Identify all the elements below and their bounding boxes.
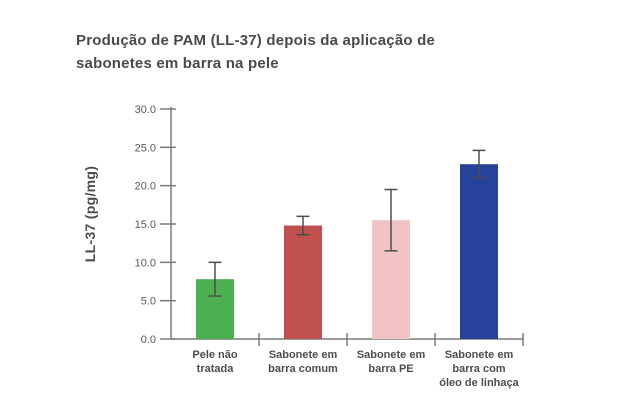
x-category-label: Sabonete em barra comum (268, 349, 338, 375)
y-tick-label: 0.0 (141, 334, 156, 346)
bar (460, 164, 498, 339)
chart-title: Produção de PAM (LL-37) depois da aplica… (76, 32, 435, 72)
y-tick-label: 10.0 (135, 257, 156, 269)
y-tick-label: 25.0 (135, 142, 156, 154)
x-category-label: Sabonete em barra com óleo de linhaça (439, 349, 519, 389)
y-tick-label: 20.0 (135, 181, 156, 193)
y-tick-label: 5.0 (141, 296, 156, 308)
x-category-label: Pele não tratada (192, 349, 238, 375)
x-category-label: Sabonete em barra PE (357, 349, 426, 375)
y-tick-label: 15.0 (135, 219, 156, 231)
bar (284, 225, 322, 339)
y-tick-label: 30.0 (135, 104, 156, 116)
